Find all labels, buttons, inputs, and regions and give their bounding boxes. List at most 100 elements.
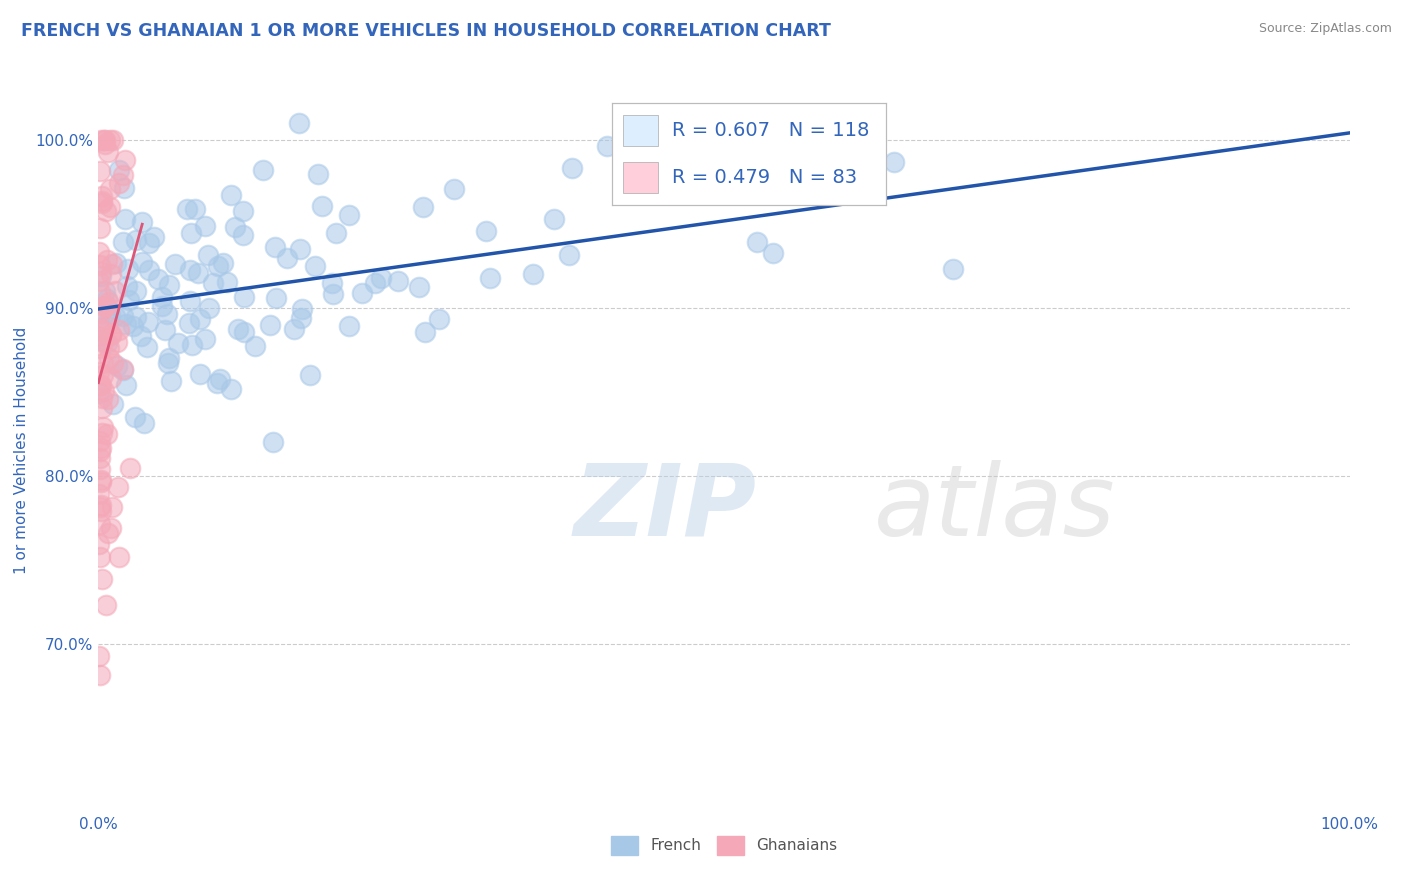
- Point: [89, 328, 111, 343]
- Point: [321, 276, 343, 290]
- Point: [98, 309, 121, 323]
- Point: [156, 356, 179, 370]
- Point: [252, 163, 274, 178]
- Point: [115, 378, 138, 392]
- Point: [479, 270, 502, 285]
- Point: [150, 299, 173, 313]
- Point: [100, 133, 122, 147]
- Point: [89, 285, 111, 299]
- Point: [124, 409, 146, 424]
- Point: [97, 145, 120, 159]
- Point: [89, 163, 111, 178]
- Point: [96, 299, 118, 313]
- Point: [217, 275, 239, 289]
- Point: [89, 550, 111, 565]
- Point: [96, 253, 118, 268]
- Point: [94, 284, 117, 298]
- Point: [179, 294, 201, 309]
- Point: [443, 182, 465, 196]
- Point: [111, 235, 134, 249]
- Point: [232, 290, 254, 304]
- Point: [153, 323, 176, 337]
- Point: [91, 188, 114, 202]
- Point: [762, 246, 785, 260]
- Point: [207, 260, 229, 274]
- Point: [97, 526, 120, 541]
- Point: [160, 374, 183, 388]
- Point: [89, 365, 111, 379]
- Point: [90, 265, 112, 279]
- Point: [157, 278, 180, 293]
- Point: [91, 355, 114, 369]
- Point: [90, 504, 112, 518]
- Point: [176, 202, 198, 216]
- Point: [87, 536, 110, 550]
- Point: [561, 161, 583, 175]
- Point: [159, 351, 181, 365]
- Point: [118, 460, 141, 475]
- Point: [117, 293, 139, 307]
- Point: [304, 259, 326, 273]
- Point: [311, 199, 333, 213]
- Point: [89, 500, 111, 515]
- Point: [103, 133, 125, 147]
- Point: [94, 204, 117, 219]
- Point: [90, 322, 112, 336]
- Point: [90, 268, 112, 283]
- Point: [101, 397, 124, 411]
- Point: [194, 333, 217, 347]
- Text: R = 0.607   N = 118: R = 0.607 N = 118: [672, 120, 869, 140]
- Point: [91, 324, 114, 338]
- Legend: French, Ghanaians: French, Ghanaians: [610, 836, 838, 855]
- Point: [125, 233, 148, 247]
- Point: [93, 384, 115, 398]
- Point: [90, 196, 112, 211]
- Point: [97, 392, 120, 406]
- Point: [100, 370, 122, 384]
- Point: [219, 187, 242, 202]
- Point: [131, 255, 153, 269]
- Point: [90, 401, 112, 415]
- Point: [224, 220, 246, 235]
- Point: [117, 278, 139, 293]
- Point: [96, 335, 118, 350]
- Point: [94, 599, 117, 613]
- Bar: [623, 162, 658, 193]
- Point: [90, 194, 112, 208]
- Point: [180, 338, 202, 352]
- Point: [93, 368, 115, 382]
- Point: [307, 167, 329, 181]
- Point: [89, 378, 111, 392]
- Point: [264, 291, 287, 305]
- Point: [522, 267, 544, 281]
- Point: [105, 335, 128, 350]
- Point: [111, 309, 134, 323]
- Point: [114, 317, 136, 331]
- Point: [475, 225, 498, 239]
- Point: [179, 263, 201, 277]
- Point: [595, 139, 617, 153]
- Point: [177, 316, 200, 330]
- Point: [135, 340, 157, 354]
- Point: [90, 475, 112, 489]
- Point: [747, 235, 769, 249]
- Point: [89, 304, 111, 318]
- Point: [100, 327, 122, 342]
- Point: [245, 339, 267, 353]
- Point: [100, 327, 122, 342]
- Point: [90, 426, 112, 441]
- Point: [96, 426, 118, 441]
- Point: [165, 257, 187, 271]
- Point: [96, 293, 118, 307]
- Point: [136, 315, 159, 329]
- Point: [387, 274, 409, 288]
- Point: [89, 244, 111, 259]
- Point: [112, 361, 135, 376]
- Point: [87, 487, 110, 501]
- Point: [98, 200, 121, 214]
- Text: R = 0.479   N = 83: R = 0.479 N = 83: [672, 168, 858, 187]
- Point: [290, 311, 312, 326]
- Point: [883, 154, 905, 169]
- Point: [90, 572, 112, 586]
- Point: [89, 451, 111, 466]
